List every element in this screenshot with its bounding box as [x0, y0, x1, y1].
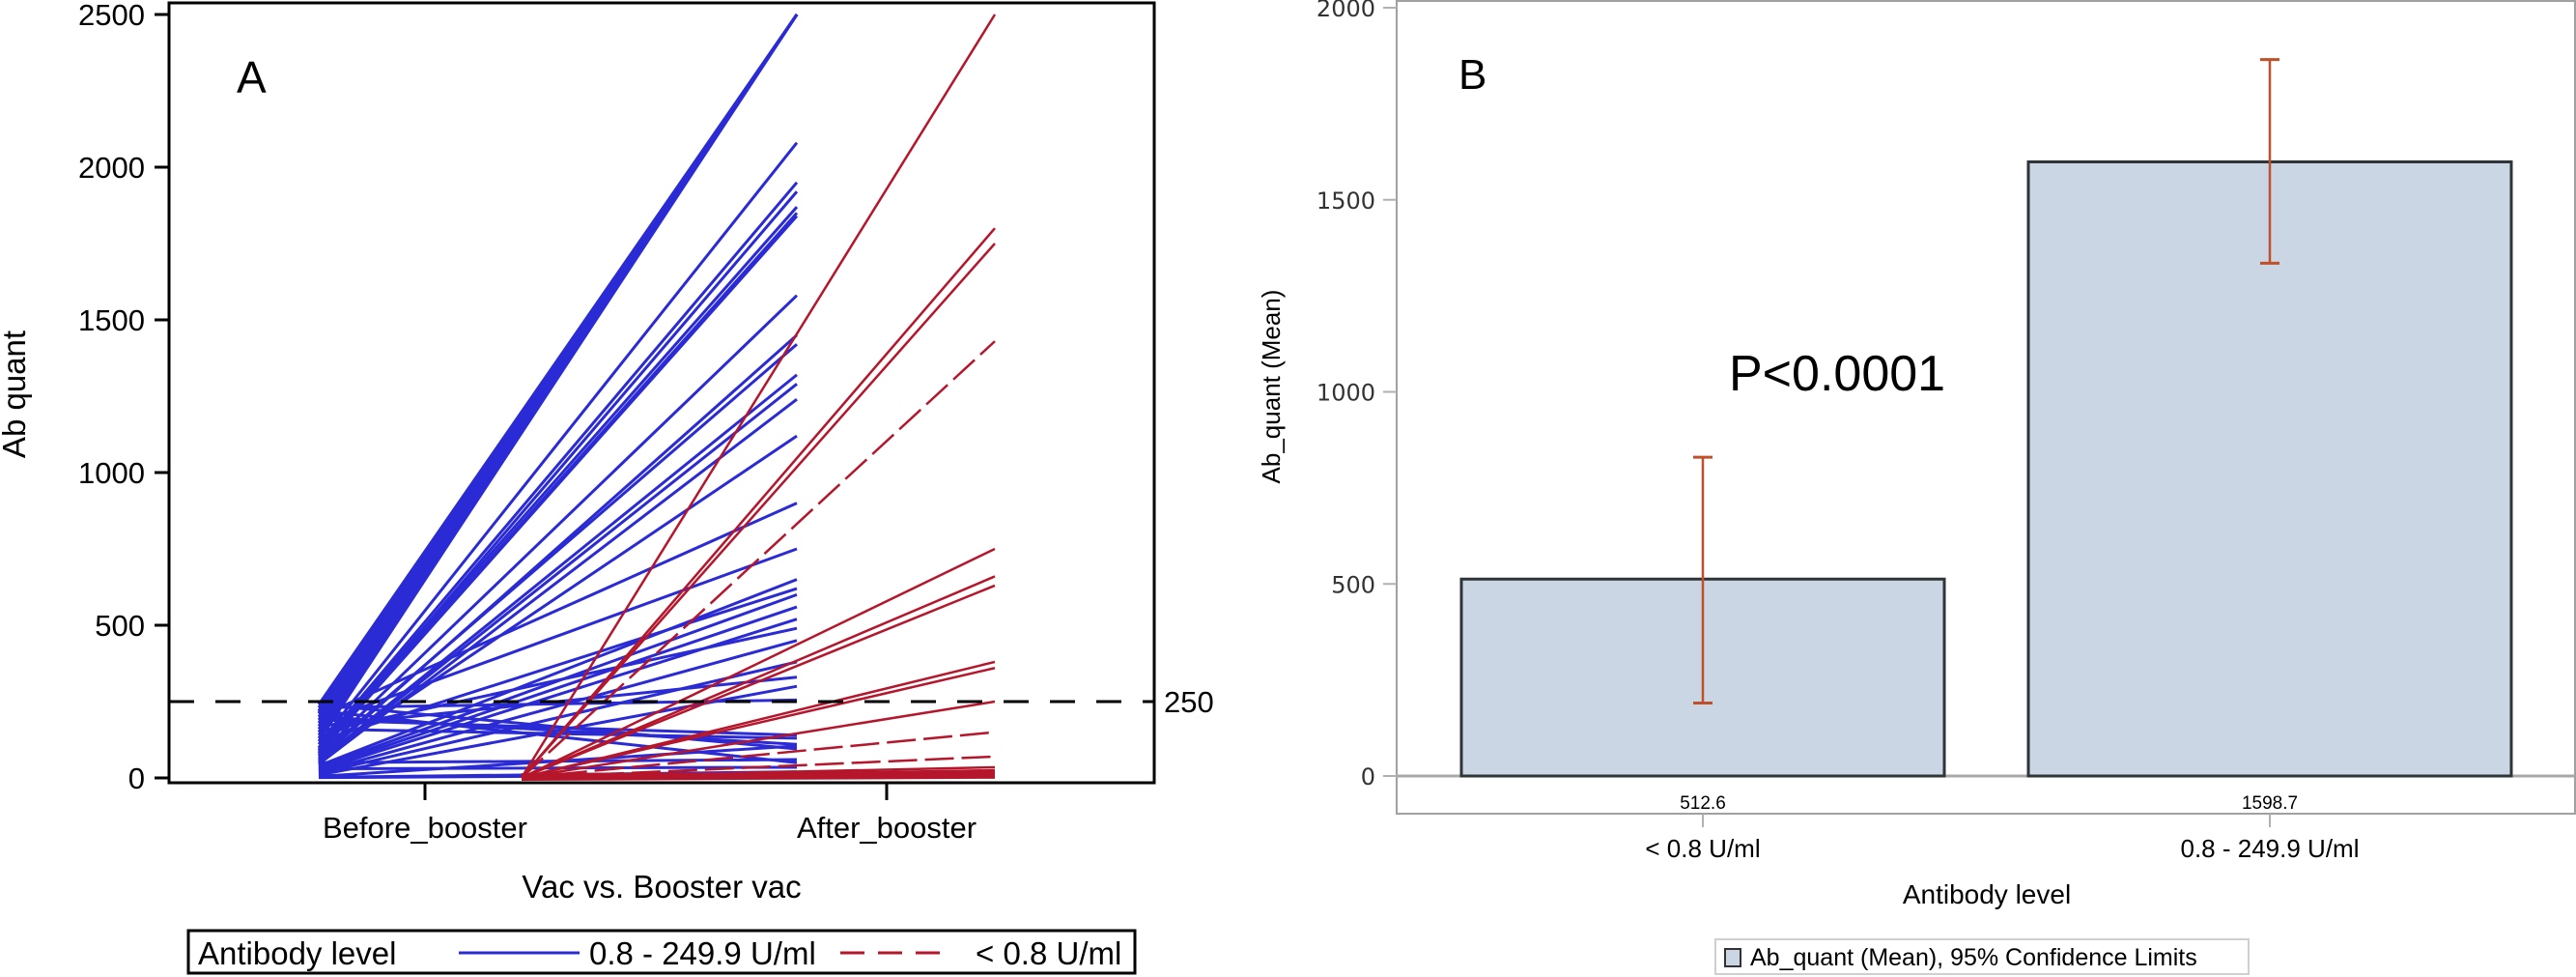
- blue-subject-line: [318, 373, 798, 762]
- panel-b: 0 500 1000 1500 2000 512.6 1598.7 < 0.8 U/ml 0…: [1257, 0, 2576, 975]
- blue-subject-line: [318, 639, 798, 774]
- panel-b-frame: [1396, 0, 2576, 815]
- x-tick-label: After_booster: [797, 811, 977, 845]
- blue-subject-line: [318, 703, 798, 751]
- legend-entry-0: Ab_quant (Mean), 95% Confidence Limits: [1750, 944, 2197, 971]
- panel-a-x-axis: Before_booster After_booster: [323, 783, 977, 845]
- legend-frame: [1714, 938, 2250, 975]
- blue-subject-line: [317, 206, 799, 750]
- panel-a-y-axis-title: Ab quant: [0, 330, 32, 458]
- red-subject-line: [521, 340, 996, 779]
- panel-b-x-axis: < 0.8 U/ml 0.8 - 249.9 U/ml: [1645, 814, 2359, 863]
- y-tick-label: 1500: [78, 303, 145, 337]
- red-subject-line: [521, 243, 996, 779]
- y-tick-label: 2000: [78, 151, 145, 185]
- bar-value-label: 512.6: [1680, 793, 1726, 814]
- panel-b-y-axis: 0 500 1000 1500 2000: [1316, 0, 1397, 790]
- blue-subject-line: [318, 383, 798, 764]
- legend-swatch-bar: [1724, 948, 1741, 967]
- y-tick-label: 500: [95, 609, 145, 643]
- blue-subject-line: [318, 502, 798, 719]
- blue-subject-line: [318, 727, 798, 740]
- x-tick-label: 0.8 - 249.9 U/ml: [2181, 834, 2360, 863]
- y-tick-label: 1000: [78, 456, 145, 490]
- y-tick-label: 2500: [78, 0, 145, 32]
- y-tick-label: 2000: [1316, 0, 1375, 22]
- legend-frame: [186, 929, 1137, 975]
- x-tick-label: < 0.8 U/ml: [1645, 834, 1760, 863]
- panel-b-bars: 512.6 1598.7: [1459, 58, 2513, 814]
- blue-subject-line: [317, 294, 799, 757]
- y-tick-label: 1500: [1316, 187, 1375, 215]
- panel-a-legend: Antibody level 0.8 - 249.9 U/ml < 0.8 U/…: [186, 929, 1137, 975]
- red-subject-line: [521, 770, 996, 782]
- panel-b-x-axis-title: Antibody level: [1903, 879, 2071, 909]
- p-value-annotation: P<0.0001: [1729, 346, 1945, 402]
- panel-b-label: B: [1458, 51, 1486, 99]
- red-subject-line: [521, 575, 996, 779]
- y-tick-label: 500: [1331, 571, 1375, 598]
- panel-a-label: A: [237, 52, 267, 102]
- blue-subject-line: [318, 578, 798, 767]
- red-subject-line: [521, 584, 996, 780]
- panel-a-lines: [317, 14, 997, 782]
- legend-title: Antibody level: [198, 935, 396, 971]
- reference-line-label: 250: [1164, 685, 1214, 719]
- blue-subject-line: [317, 141, 799, 746]
- y-tick-label: 0: [128, 761, 145, 795]
- panel-a: 250 0 500 1000 1500 2000 2500 Before_booster A…: [0, 0, 1214, 975]
- legend-entry-1: < 0.8 U/ml: [976, 935, 1121, 971]
- red-subject-line: [521, 700, 996, 780]
- blue-subject-line: [318, 547, 798, 725]
- red-subject-line: [521, 547, 996, 779]
- blue-subject-line: [318, 698, 798, 709]
- panel-a-frame: [167, 1, 1156, 785]
- blue-subject-line: [317, 215, 799, 755]
- blue-subject-line: [317, 14, 799, 713]
- red-subject-line: [521, 667, 996, 780]
- red-subject-line: [521, 227, 996, 779]
- panel-b-legend: Ab_quant (Mean), 95% Confidence Limits: [1714, 938, 2250, 975]
- red-subject-line: [520, 14, 997, 779]
- y-tick-label: 0: [1361, 763, 1375, 790]
- bar-value-label: 1598.7: [2242, 793, 2298, 814]
- panel-a-y-axis: 0 500 1000 1500 2000 2500: [78, 0, 169, 795]
- panel-a-x-axis-title: Vac vs. Booster vac: [522, 869, 801, 905]
- blue-subject-line: [318, 605, 798, 770]
- blue-subject-line: [318, 343, 798, 759]
- red-subject-line: [521, 731, 996, 780]
- y-tick-label: 1000: [1316, 380, 1375, 407]
- blue-subject-line: [318, 434, 798, 760]
- blue-subject-line: [318, 626, 798, 734]
- x-tick-label: Before_booster: [323, 811, 527, 845]
- blue-subject-line: [317, 14, 799, 742]
- blue-subject-line: [317, 181, 799, 749]
- blue-subject-line: [318, 715, 798, 746]
- panel-b-y-axis-title: Ab_quant (Mean): [1257, 290, 1286, 484]
- legend-entry-0: 0.8 - 249.9 U/ml: [589, 935, 816, 971]
